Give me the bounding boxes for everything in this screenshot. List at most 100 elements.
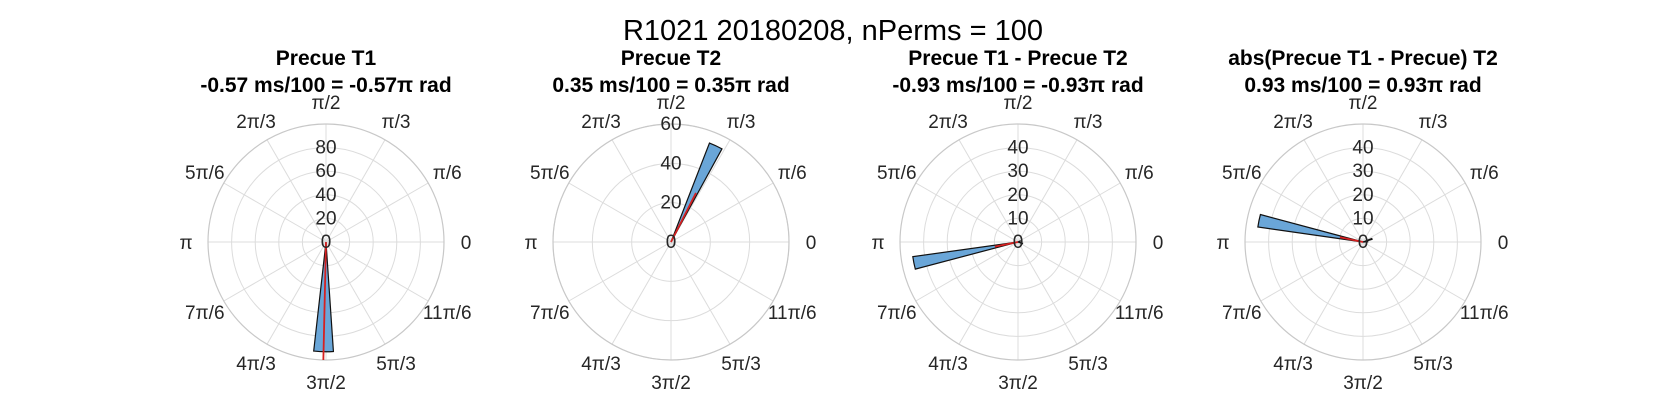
theta-tick-label: 7π/6 xyxy=(1222,303,1262,324)
r-tick-label: 40 xyxy=(660,153,681,174)
polar-boundary xyxy=(1244,123,1482,361)
r-tick-label: 30 xyxy=(1007,161,1028,182)
theta-grid-line xyxy=(223,241,327,302)
theta-grid-line xyxy=(568,241,672,302)
r-tick-label: 0 xyxy=(1013,232,1024,253)
polar-boundary xyxy=(207,123,445,361)
r-tick-label: 80 xyxy=(315,138,336,159)
theta-grid-line xyxy=(568,182,672,243)
r-tick-label: 20 xyxy=(315,208,336,229)
histogram-bar xyxy=(912,241,1019,270)
theta-grid-line xyxy=(1303,241,1364,345)
theta-grid-line xyxy=(1017,241,1078,345)
theta-grid-line xyxy=(1303,139,1364,243)
theta-grid-line xyxy=(1260,241,1364,302)
theta-grid-line xyxy=(1362,139,1423,243)
plot-subtitle: 0.35 ms/100 = 0.35π rad xyxy=(552,74,789,97)
theta-tick-label: 11π/6 xyxy=(1460,303,1509,324)
theta-grid-line xyxy=(1017,139,1078,243)
theta-tick-label: 5π/3 xyxy=(376,354,416,375)
theta-tick-label: 7π/6 xyxy=(530,303,570,324)
r-tick-label: 60 xyxy=(660,114,681,135)
theta-tick-label: 4π/3 xyxy=(1273,354,1313,375)
plot-title: Precue T2 xyxy=(621,47,721,70)
histogram-bar xyxy=(1257,213,1364,243)
theta-grid-line xyxy=(611,139,672,243)
theta-grid-line xyxy=(1017,182,1121,243)
plot-subtitle: 0.93 ms/100 = 0.93π rad xyxy=(1244,74,1481,97)
theta-tick-label: 0 xyxy=(806,233,817,254)
r-tick-label: 40 xyxy=(1352,138,1373,159)
theta-tick-label: 5π/3 xyxy=(1413,354,1453,375)
r-tick-label: 40 xyxy=(315,185,336,206)
theta-grid-line xyxy=(1362,241,1423,345)
theta-grid-line xyxy=(670,241,731,345)
theta-grid-line xyxy=(915,241,1019,302)
theta-tick-label: π/6 xyxy=(1470,163,1499,184)
theta-tick-label: 11π/6 xyxy=(768,303,817,324)
polar-boundary xyxy=(899,123,1137,361)
theta-tick-label: 2π/3 xyxy=(928,112,968,133)
theta-grid-line xyxy=(266,241,327,345)
histogram-bar xyxy=(1362,240,1369,243)
r-tick-label: 20 xyxy=(660,193,681,214)
plot-subtitle: -0.93 ms/100 = -0.93π rad xyxy=(892,74,1143,97)
theta-tick-label: π/3 xyxy=(1074,112,1103,133)
theta-tick-label: 0 xyxy=(461,233,472,254)
theta-tick-label: 4π/3 xyxy=(236,354,276,375)
theta-grid-line xyxy=(1362,241,1466,302)
theta-tick-label: π/6 xyxy=(778,163,807,184)
theta-tick-label: π/3 xyxy=(1419,112,1448,133)
theta-tick-label: π xyxy=(524,233,537,254)
r-tick-label: 10 xyxy=(1007,208,1028,229)
theta-grid-line xyxy=(325,241,386,345)
r-tick-label: 0 xyxy=(666,232,677,253)
theta-tick-label: 2π/3 xyxy=(236,112,276,133)
mean-vector xyxy=(322,241,327,360)
theta-grid-line xyxy=(958,139,1019,243)
theta-tick-label: π/2 xyxy=(657,93,686,114)
r-tick-label: 40 xyxy=(1007,138,1028,159)
theta-grid-line xyxy=(915,182,1019,243)
theta-tick-label: 3π/2 xyxy=(1343,373,1383,394)
theta-tick-label: 3π/2 xyxy=(306,373,346,394)
r-tick-label: 0 xyxy=(1358,232,1369,253)
theta-tick-label: 2π/3 xyxy=(581,112,621,133)
mean-vector xyxy=(1339,236,1364,243)
theta-tick-label: 11π/6 xyxy=(423,303,472,324)
polar-plot-2: Precue T2 0.35 ms/100 = 0.35π rad 0 20 40 60 0… xyxy=(524,47,816,394)
theta-tick-label: 5π/3 xyxy=(721,354,761,375)
theta-tick-label: 5π/6 xyxy=(185,163,225,184)
r-tick-label: 10 xyxy=(1352,208,1373,229)
theta-grid-line xyxy=(1260,182,1364,243)
plot-title: Precue T1 - Precue T2 xyxy=(908,47,1127,70)
histogram-bar xyxy=(1017,241,1024,245)
theta-tick-label: 4π/3 xyxy=(928,354,968,375)
theta-grid-line xyxy=(325,139,386,243)
theta-tick-label: 3π/2 xyxy=(651,373,691,394)
theta-tick-label: 0 xyxy=(1498,233,1509,254)
theta-grid-line xyxy=(958,241,1019,345)
theta-tick-label: 7π/6 xyxy=(877,303,917,324)
theta-grid-line xyxy=(670,182,774,243)
r-tick-label: 0 xyxy=(321,232,332,253)
r-tick-label: 20 xyxy=(1352,185,1373,206)
theta-tick-label: 0 xyxy=(1153,233,1164,254)
r-tick-label: 20 xyxy=(1007,185,1028,206)
theta-tick-label: 7π/6 xyxy=(185,303,225,324)
r-tick-label: 60 xyxy=(315,161,336,182)
theta-tick-label: π/2 xyxy=(1004,93,1033,114)
polar-plot-3: Precue T1 - Precue T2 -0.93 ms/100 = -0.9… xyxy=(871,47,1163,394)
theta-grid-line xyxy=(223,182,327,243)
theta-tick-label: π/2 xyxy=(1349,93,1378,114)
theta-tick-label: 5π/6 xyxy=(1222,163,1262,184)
theta-tick-label: π xyxy=(871,233,884,254)
theta-grid-line xyxy=(1362,182,1466,243)
theta-tick-label: π xyxy=(1216,233,1229,254)
theta-grid-line xyxy=(325,182,429,243)
mean-vector xyxy=(670,192,697,243)
theta-grid-line xyxy=(670,241,774,302)
figure-title: R1021 20180208, nPerms = 100 xyxy=(623,15,1043,47)
